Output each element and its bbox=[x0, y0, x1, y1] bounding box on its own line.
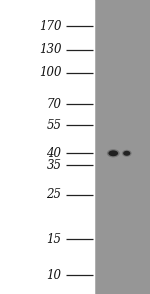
Text: 25: 25 bbox=[46, 188, 62, 201]
Text: 35: 35 bbox=[46, 158, 62, 171]
Text: 100: 100 bbox=[39, 66, 62, 79]
Text: 10: 10 bbox=[46, 268, 62, 282]
Text: 130: 130 bbox=[39, 43, 62, 56]
Text: 40: 40 bbox=[46, 147, 62, 160]
Text: 70: 70 bbox=[46, 98, 62, 111]
Text: 55: 55 bbox=[46, 119, 62, 132]
Ellipse shape bbox=[123, 151, 130, 156]
Ellipse shape bbox=[122, 150, 132, 157]
Text: 15: 15 bbox=[46, 233, 62, 246]
Ellipse shape bbox=[107, 149, 120, 157]
Bar bbox=[94, 0, 150, 294]
Ellipse shape bbox=[108, 150, 118, 156]
Text: 170: 170 bbox=[39, 20, 62, 33]
Bar bbox=[0, 0, 94, 294]
